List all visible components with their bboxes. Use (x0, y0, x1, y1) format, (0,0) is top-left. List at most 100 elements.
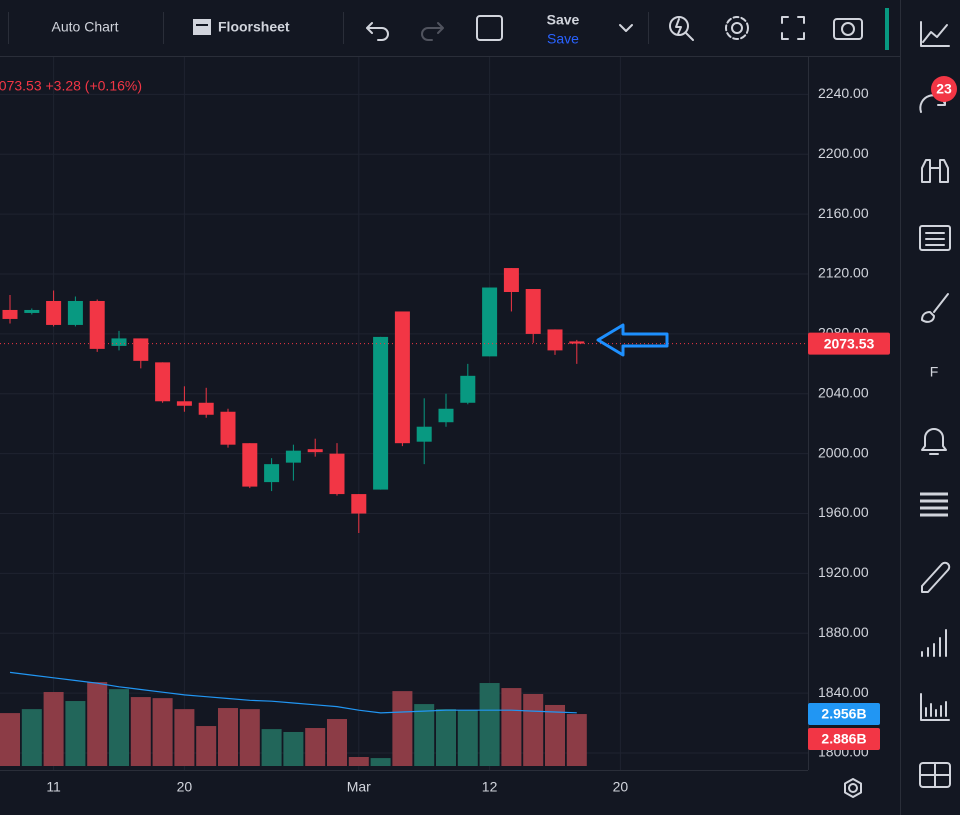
volume-bar (261, 729, 282, 766)
volume-bar (348, 757, 369, 766)
ohlc-status: 2073.53 +3.28 (+0.16%) (0, 78, 142, 94)
redo[interactable] (421, 22, 444, 41)
volume-label: 2.886B (821, 731, 866, 747)
candle-body (198, 402, 214, 415)
candle-body (569, 341, 585, 344)
volume-bar (65, 701, 86, 766)
y-tick-label: 1880.00 (818, 624, 869, 640)
volume-bar (196, 726, 217, 766)
volume-bar (174, 709, 195, 766)
badge (931, 76, 957, 102)
price-label: 2073.53 (824, 335, 875, 351)
y-tick-label: 2200.00 (818, 145, 869, 161)
quick-search[interactable] (669, 16, 694, 41)
x-tick-label: 11 (46, 779, 61, 795)
volume-label-bg (808, 703, 880, 725)
volume-bar (545, 704, 565, 766)
candle-body (416, 426, 432, 442)
candle-body (394, 311, 410, 444)
volume-icon[interactable] (920, 693, 950, 721)
settings[interactable] (725, 16, 749, 40)
candle-body (220, 411, 236, 445)
y-tick-label: 2120.00 (818, 265, 869, 281)
volume-bar (436, 709, 456, 766)
volume-bar (218, 708, 238, 766)
toolbar (0, 0, 900, 56)
fullscreen[interactable] (781, 16, 805, 40)
plot-area (0, 57, 808, 770)
badge-count: 23 (936, 81, 952, 97)
volume-bar (566, 714, 587, 766)
axis-settings[interactable] (844, 778, 862, 798)
candle-body (460, 375, 476, 403)
save-menu[interactable] (619, 24, 633, 32)
volume-bar (43, 692, 64, 766)
volume-bar (21, 709, 42, 766)
candle-body (264, 464, 280, 483)
volume-label-bg (808, 728, 880, 750)
floorsheet-button[interactable]: Floorsheet (218, 19, 290, 35)
candle-body (547, 329, 563, 351)
volume-ma-line (9, 671, 577, 714)
auto-chart-button[interactable]: Auto Chart (52, 19, 119, 35)
x-tick-label: 20 (613, 779, 629, 795)
list-icon[interactable] (920, 492, 948, 517)
y-tick-label: 1960.00 (818, 504, 869, 520)
candle-body (176, 401, 192, 406)
candle-body (285, 450, 301, 463)
candle-body (307, 449, 323, 453)
signal-icon[interactable] (921, 629, 947, 657)
bell-icon[interactable] (921, 428, 947, 455)
volume-bar (457, 710, 478, 766)
watchlist-icon[interactable] (920, 21, 950, 47)
candle-body (373, 336, 389, 490)
volume-bar (0, 713, 20, 766)
volume-bar (414, 704, 435, 766)
candle-body (329, 453, 345, 495)
volume-bar (392, 691, 413, 766)
price-label-bg (808, 332, 890, 355)
volume-bar (283, 731, 304, 766)
x-tick-label: 20 (177, 779, 193, 795)
candle-body (67, 300, 83, 325)
volume-bar (370, 758, 391, 766)
candle-body (46, 300, 62, 325)
x-tick-label: Mar (347, 779, 371, 795)
volume-label: 2.956B (821, 706, 866, 722)
volume-bar (239, 709, 260, 766)
y-tick-label: 1920.00 (818, 564, 869, 580)
candle-body (482, 287, 498, 357)
brush-icon[interactable] (921, 293, 949, 323)
annotation-arrow (596, 323, 669, 357)
volume-bar (523, 694, 544, 766)
pencil-icon[interactable] (921, 561, 951, 593)
binoculars-icon[interactable] (921, 159, 949, 183)
volume-bar (152, 698, 173, 766)
x-tick-label: 12 (482, 779, 498, 795)
layout[interactable] (476, 15, 503, 41)
volume-bar (87, 682, 108, 766)
candle-body (24, 309, 40, 313)
volume-bar (130, 697, 151, 766)
sidebar (900, 0, 960, 815)
candle-body (111, 338, 127, 346)
y-tick-label: 2000.00 (818, 444, 869, 460)
grid-icon[interactable] (919, 762, 951, 788)
candle-body (155, 362, 171, 402)
undo[interactable] (366, 22, 389, 41)
screenshot[interactable] (833, 18, 863, 40)
candle-body (133, 338, 149, 361)
candle-body (242, 443, 258, 487)
candle-body (2, 309, 18, 319)
f-icon[interactable]: F (930, 364, 939, 380)
y-tick-label: 2040.00 (818, 384, 869, 400)
volume-bar (305, 728, 326, 766)
y-tick-label: 2160.00 (818, 205, 869, 221)
news-icon[interactable] (919, 225, 951, 251)
y-tick-label: 2240.00 (818, 85, 869, 101)
save-button[interactable]: Save (547, 12, 580, 28)
volume-bar (479, 683, 500, 766)
y-tick-label: 1840.00 (818, 684, 869, 700)
